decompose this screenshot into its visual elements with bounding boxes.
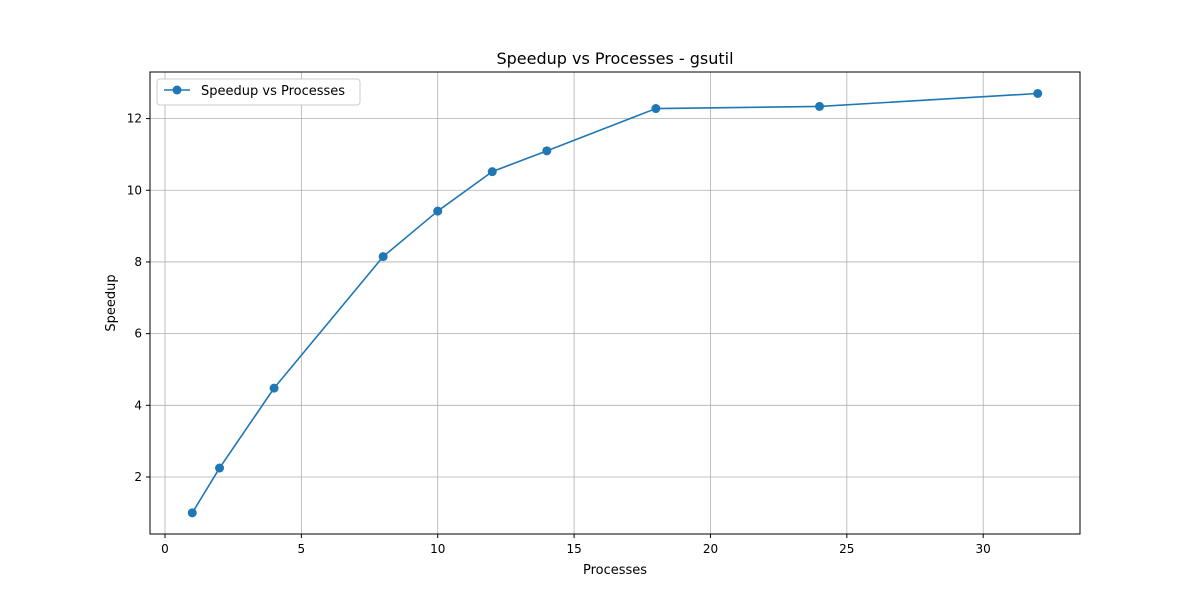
- x-tick-label: 25: [839, 542, 854, 556]
- legend-box: [156, 78, 361, 106]
- y-tick-label: 10: [127, 183, 142, 197]
- x-axis-label: Processes: [583, 563, 647, 578]
- data-point: [815, 101, 825, 111]
- y-tick-label: 12: [127, 112, 142, 126]
- data-point: [651, 104, 661, 114]
- data-point: [433, 206, 443, 216]
- y-tick-label: 4: [134, 398, 142, 412]
- x-tick-label: 15: [566, 542, 581, 556]
- data-point: [215, 463, 225, 473]
- y-axis-label: Speedup: [104, 274, 119, 331]
- data-point: [1033, 89, 1043, 99]
- data-point: [269, 383, 279, 393]
- x-tick-label: 30: [976, 542, 991, 556]
- legend-label: Speedup vs Processes: [201, 84, 345, 99]
- grid-lines: [150, 72, 1080, 534]
- data-point: [542, 146, 552, 156]
- y-tick-label: 2: [134, 470, 142, 484]
- plot-area: [150, 72, 1080, 534]
- x-tick-label: 10: [430, 542, 445, 556]
- data-point: [487, 167, 497, 177]
- x-tick-label: 20: [703, 542, 718, 556]
- legend-marker-swatch: [172, 85, 182, 95]
- series-line: [191, 92, 1038, 514]
- data-point: [187, 508, 197, 518]
- chart-title: Speedup vs Processes - gsutil: [496, 49, 733, 68]
- axes-frame: [149, 71, 1081, 535]
- legend: Speedup vs Processes: [156, 78, 361, 106]
- x-tick-label: 0: [161, 542, 169, 556]
- series-layer: [187, 89, 1043, 518]
- axes: 0 5 10 15 20 25 30 2 4 6 8 10 12: [127, 71, 1081, 556]
- x-tick-label: 5: [298, 542, 306, 556]
- y-tick-label: 6: [134, 327, 142, 341]
- data-point: [378, 252, 388, 262]
- y-tick-label: 8: [134, 255, 142, 269]
